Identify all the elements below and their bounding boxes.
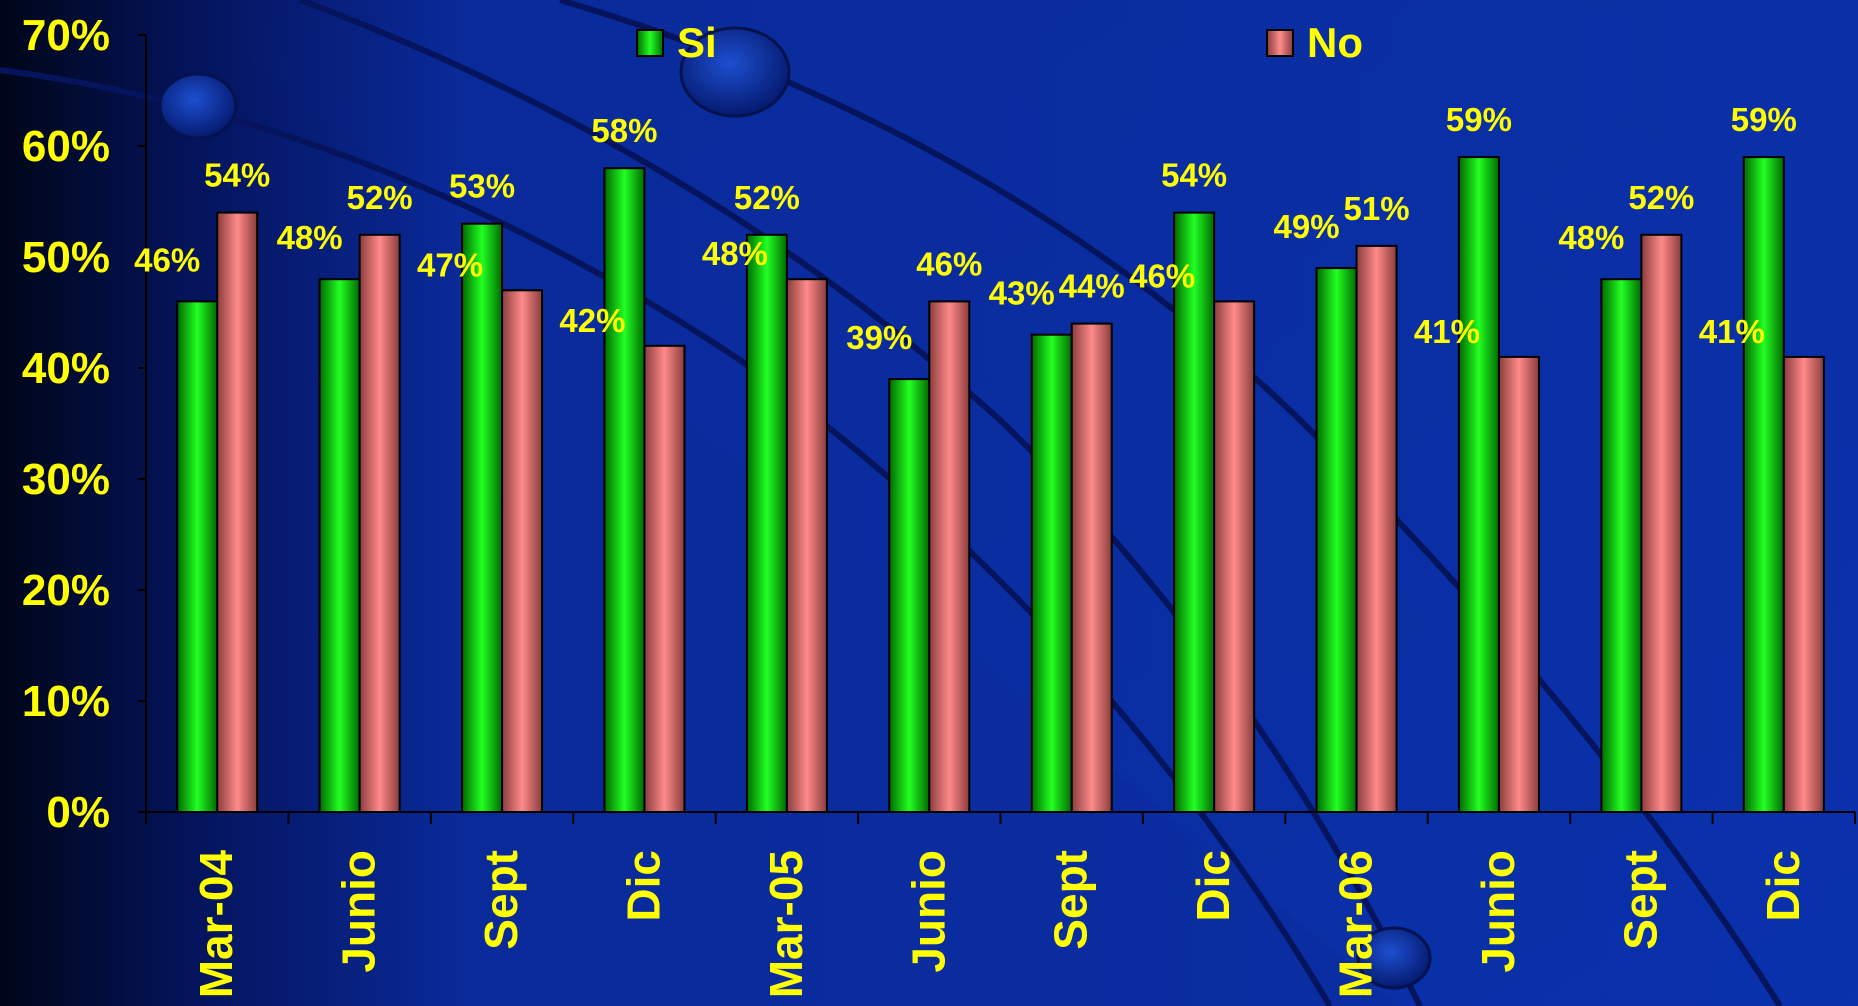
legend: Si No [636,19,1363,66]
data-label-si: 52% [734,179,800,216]
legend-swatch-no [1266,29,1294,57]
data-label-no: 47% [417,246,483,283]
bar-si [1173,211,1216,814]
category-label: Sept [475,850,527,950]
y-tick-label: 20% [22,566,110,615]
data-label-si: 48% [277,219,343,256]
data-label-no: 46% [916,245,982,282]
category-label: Dic [617,850,669,922]
data-label-no: 52% [1628,179,1694,216]
bar-si [745,233,788,814]
bar-si [1600,278,1643,813]
data-label-si: 48% [1558,219,1624,256]
y-tick-label: 10% [22,677,110,726]
data-label-no: 42% [559,302,625,339]
category-label: Junio [1472,850,1524,973]
data-label-si: 58% [591,112,657,149]
y-tick-label: 60% [22,122,110,171]
bar-si [1030,333,1073,813]
data-label-si: 46% [134,241,200,278]
y-tick-label: 50% [22,233,110,282]
bar-no [216,211,259,814]
x-axis-ticks [145,812,1856,824]
data-label-no: 41% [1414,313,1480,350]
bar-si [461,222,504,813]
bar-si [603,167,646,813]
y-tick-label: 0% [46,788,110,837]
data-label-no: 41% [1699,313,1765,350]
bar-no [1640,233,1683,814]
y-tick-label: 30% [22,455,110,504]
bar-si [1742,156,1785,814]
bar-no [1070,322,1113,813]
data-label-no: 44% [1059,268,1125,305]
bar-no [1213,300,1256,813]
legend-label-no: No [1307,19,1363,66]
bar-no [643,344,686,813]
data-label-no: 46% [1129,257,1195,294]
data-label-no: 52% [347,179,413,216]
data-label-no: 54% [204,157,270,194]
data-labels: 46%54%48%52% 53%47%58%42%52%48%39%46%43% 4… [134,101,1797,356]
legend-label-si: Si [677,19,717,66]
bar-si [1315,267,1358,814]
bar-no [1497,355,1540,813]
bars [176,156,1825,814]
data-label-si: 43% [989,275,1055,312]
data-label-si: 39% [846,319,912,356]
category-label: Dic [1187,850,1239,922]
category-labels: Mar-04 Junio Sept Dic Mar-05 Junio Sept Dic Mar-… [190,850,1809,999]
bar-si [318,278,361,813]
data-label-no: 48% [702,235,768,272]
data-label-si: 54% [1161,157,1227,194]
category-label: Junio [333,850,385,973]
bar-si [888,378,931,813]
category-label: Junio [902,850,954,973]
data-label-si: 59% [1446,101,1512,138]
bar-no [1782,355,1825,813]
y-tick-label: 40% [22,344,110,393]
bar-no [785,278,828,813]
y-tick-label: 70% [22,11,110,60]
data-label-si: 49% [1274,208,1340,245]
y-axis-ticks: 0% 10% 20% 30% 40% 50% 60% 70% [22,11,146,837]
data-label-si: 53% [449,168,515,205]
category-label: Sept [1614,850,1666,950]
bar-no [358,233,401,814]
legend-swatch-si [636,29,664,57]
data-label-si: 59% [1731,101,1797,138]
category-label: Mar-04 [190,850,242,999]
bar-no [501,289,544,813]
category-label: Mar-05 [760,850,812,998]
data-label-no: 51% [1344,190,1410,227]
bar-si [1457,156,1500,814]
category-label: Mar-06 [1330,850,1382,998]
category-label: Dic [1757,850,1809,922]
bar-no [928,300,971,813]
bar-no [1355,244,1398,813]
category-label: Sept [1045,850,1097,950]
bar-si [176,300,219,813]
